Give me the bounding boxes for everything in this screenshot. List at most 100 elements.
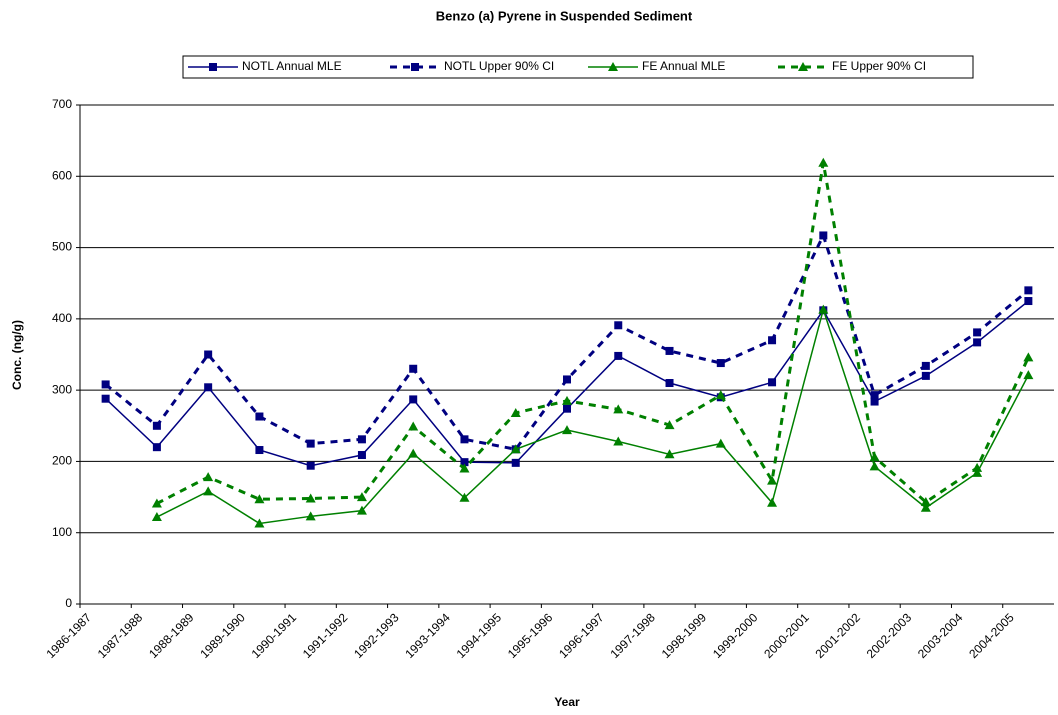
data-point [152, 443, 161, 452]
data-point [613, 436, 624, 446]
data-point [204, 350, 213, 359]
x-tick-label: 1993-1994 [402, 610, 453, 661]
legend-marker [209, 63, 217, 71]
data-point [665, 346, 674, 355]
data-point [511, 458, 520, 467]
x-tick-label: 1991-1992 [300, 610, 351, 661]
data-point [254, 518, 265, 528]
data-point [972, 467, 983, 477]
data-point [254, 494, 265, 504]
data-point [973, 328, 982, 337]
data-point [920, 497, 931, 507]
legend-box [182, 55, 974, 79]
x-tick-label: 2001-2002 [812, 610, 863, 661]
data-point [921, 361, 930, 370]
y-tick-label: 200 [52, 454, 72, 468]
data-point [357, 435, 366, 444]
data-point [101, 394, 110, 403]
series-line [156, 306, 1030, 525]
x-tick-label: 1987-1988 [95, 610, 146, 661]
x-tick-label: 1992-1993 [351, 610, 402, 661]
data-point [255, 412, 264, 421]
data-point [203, 472, 214, 482]
y-tick-label: 700 [52, 97, 72, 111]
y-tick-label: 600 [52, 168, 72, 182]
data-point [563, 404, 571, 413]
data-point [356, 492, 367, 502]
data-point [921, 371, 930, 380]
data-point [920, 502, 931, 512]
series-line [156, 162, 1030, 505]
data-point [459, 492, 470, 502]
legend-marker [608, 62, 618, 71]
data-point [870, 391, 879, 400]
data-point [869, 452, 880, 462]
data-point [716, 359, 725, 368]
data-point [664, 420, 675, 430]
chart-title: Benzo (a) Pyrene in Suspended Sediment [436, 8, 693, 23]
data-point [356, 505, 367, 515]
data-point [460, 435, 469, 444]
x-tick-label: 1986-1987 [44, 610, 95, 661]
y-tick-label: 100 [52, 525, 72, 539]
data-point [306, 461, 315, 470]
legend-label: FE Annual MLE [642, 59, 725, 73]
data-point [869, 461, 880, 471]
data-point [870, 397, 879, 406]
data-point [152, 421, 161, 430]
data-point [614, 321, 623, 330]
data-point [768, 336, 777, 345]
data-point [1023, 370, 1034, 380]
legend-label: NOTL Upper 90% CI [444, 59, 554, 73]
data-point [305, 511, 316, 521]
data-point [614, 351, 623, 360]
data-point [818, 157, 829, 167]
legend-label: FE Upper 90% CI [832, 59, 926, 73]
data-point [408, 421, 419, 431]
x-tick-label: 2002-2003 [864, 610, 915, 661]
data-point [306, 439, 315, 448]
data-point [715, 390, 726, 400]
data-point [305, 493, 316, 503]
data-point [973, 338, 982, 347]
data-point [665, 379, 674, 388]
data-point [204, 383, 213, 392]
data-point [819, 231, 828, 240]
x-tick-label: 1989-1990 [197, 610, 248, 661]
x-tick-label: 1994-1995 [454, 610, 505, 661]
y-axis-label: Conc. (ng/g) [10, 320, 24, 390]
x-tick-label: 1999-2000 [710, 610, 761, 661]
data-point [664, 449, 675, 459]
legend-marker [798, 62, 808, 71]
data-point [409, 364, 418, 373]
legend-marker [411, 63, 419, 71]
data-point [151, 498, 162, 508]
data-point [613, 404, 624, 414]
x-tick-label: 1997-1998 [607, 610, 658, 661]
y-tick-label: 400 [52, 311, 72, 325]
data-point [1024, 297, 1033, 306]
data-point [101, 380, 110, 389]
x-tick-label: 1988-1989 [146, 610, 197, 661]
data-point [409, 395, 418, 404]
data-point [510, 444, 521, 454]
data-point [1023, 352, 1034, 362]
x-axis-label: Year [554, 695, 580, 709]
x-tick-label: 2000-2001 [761, 610, 812, 661]
data-point [1024, 286, 1033, 295]
series-line [104, 231, 1030, 451]
data-point [357, 451, 366, 460]
data-point [255, 446, 264, 455]
x-tick-label: 2003-2004 [915, 610, 966, 661]
y-tick-label: 0 [65, 596, 72, 610]
data-point [818, 304, 829, 314]
data-point [563, 375, 571, 384]
data-point [562, 395, 572, 405]
data-point [460, 458, 469, 467]
data-point [408, 448, 419, 458]
data-point [459, 463, 470, 473]
x-tick-label: 1996-1997 [556, 610, 607, 661]
data-point [767, 497, 778, 507]
data-point [767, 475, 778, 485]
